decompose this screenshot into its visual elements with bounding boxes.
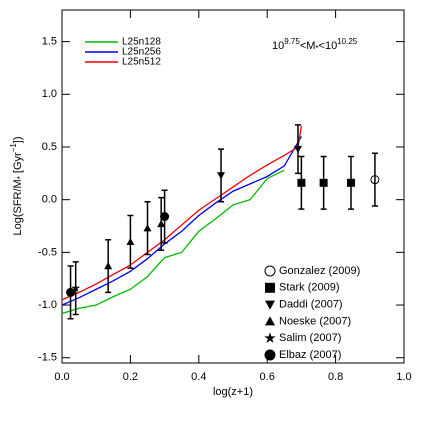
legend-marker [264, 349, 276, 361]
marker [370, 175, 380, 185]
marker [71, 283, 81, 293]
legend-label: Elbaz (2007) [279, 349, 341, 361]
legend-marker [265, 316, 275, 326]
y-tick-label: 0.5 [42, 141, 57, 153]
x-axis-label: log(z+1) [213, 386, 253, 398]
legend-label: Gonzalez (2009) [279, 265, 360, 277]
x-tick-label: 0.2 [123, 371, 138, 383]
annotation-part: * [315, 44, 318, 53]
annotation-part: 10 [272, 40, 284, 52]
marker [143, 224, 152, 232]
annotation-part: <M [300, 40, 316, 52]
annotation-part: <10 [319, 40, 338, 52]
error-bar [371, 152, 378, 207]
y-tick-label: -0.5 [38, 246, 57, 258]
line [61, 169, 285, 315]
marker [160, 212, 170, 222]
y-label-part: * [16, 176, 25, 179]
y-label-part: Log(SFR/M [12, 179, 24, 235]
y-label-part: −1 [9, 143, 18, 153]
y-tick-label: -1.0 [38, 299, 57, 311]
y-label-part: [Gyr [12, 152, 24, 176]
marker [217, 172, 226, 180]
x-tick-label: 0.4 [191, 371, 206, 383]
annotation: 109.75<M*<1010.25 [272, 37, 358, 53]
legend-label: L25n512 [122, 57, 161, 68]
legend-label: Salim (2007) [279, 332, 341, 344]
legend-marker [264, 265, 276, 277]
y-label-part: ]) [12, 136, 24, 143]
legend-label: Daddi (2007) [279, 299, 343, 311]
marker [297, 178, 306, 187]
marker [346, 178, 355, 187]
x-tick-label: 0.8 [328, 371, 343, 383]
legend-marker [265, 300, 275, 310]
marker [319, 178, 328, 187]
y-tick-label: -1.5 [38, 352, 57, 364]
line [61, 136, 302, 306]
legend-label: Stark (2009) [279, 282, 340, 294]
x-tick-label: 0.0 [54, 371, 69, 383]
x-tick-label: 0.6 [260, 371, 275, 383]
line [61, 125, 303, 301]
y-tick-label: 1.0 [42, 88, 57, 100]
marker [157, 219, 166, 228]
marker [66, 287, 76, 297]
legend-label: Noeske (2007) [279, 315, 351, 327]
legend-label: L25n256 [122, 47, 161, 58]
annotation-part: 9.75 [284, 37, 300, 46]
marker [104, 262, 113, 270]
plot-frame [61, 9, 405, 364]
y-axis-label: Log(SFR/M* [Gyr−1]) [9, 136, 25, 235]
y-tick-label: 0.0 [42, 194, 57, 206]
y-tick-label: 1.5 [42, 36, 57, 48]
marker [126, 237, 135, 246]
legend-label: L25n128 [122, 37, 161, 48]
annotation-part: 10.25 [337, 37, 358, 46]
x-tick-label: 1.0 [396, 371, 411, 383]
legend-marker [264, 332, 276, 344]
legend-marker [265, 282, 275, 293]
marker [293, 145, 302, 154]
